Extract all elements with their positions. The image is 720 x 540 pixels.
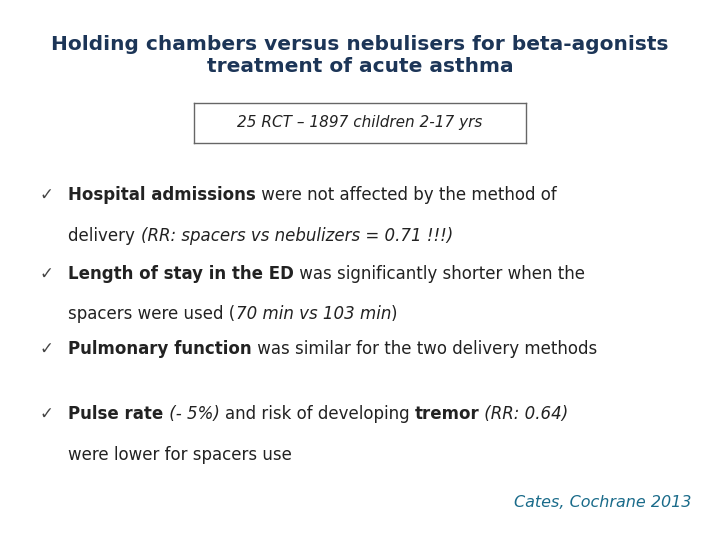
Text: Length of stay in the ED: Length of stay in the ED bbox=[68, 265, 294, 282]
Text: ✓: ✓ bbox=[40, 340, 53, 358]
Text: and risk of developing: and risk of developing bbox=[225, 405, 415, 423]
Text: Pulse rate: Pulse rate bbox=[68, 405, 163, 423]
Text: was similar for the two delivery methods: was similar for the two delivery methods bbox=[252, 340, 598, 358]
Text: (- 5%): (- 5%) bbox=[163, 405, 225, 423]
Text: spacers were used (: spacers were used ( bbox=[68, 305, 235, 323]
Text: Cates, Cochrane 2013: Cates, Cochrane 2013 bbox=[514, 495, 691, 510]
Text: ✓: ✓ bbox=[40, 405, 53, 423]
Text: ✓: ✓ bbox=[40, 186, 53, 204]
Text: were not affected by the method of: were not affected by the method of bbox=[256, 186, 557, 204]
Text: treatment of acute asthma: treatment of acute asthma bbox=[207, 57, 513, 76]
Text: Hospital admissions: Hospital admissions bbox=[68, 186, 256, 204]
Text: Holding chambers versus nebulisers for beta-agonists: Holding chambers versus nebulisers for b… bbox=[51, 35, 669, 54]
Text: Pulmonary function: Pulmonary function bbox=[68, 340, 252, 358]
Text: ✓: ✓ bbox=[40, 265, 53, 282]
Text: 70 min vs 103 min: 70 min vs 103 min bbox=[235, 305, 391, 323]
Text: delivery: delivery bbox=[68, 227, 140, 245]
Text: (RR: spacers vs nebulizers = 0.71 !!!): (RR: spacers vs nebulizers = 0.71 !!!) bbox=[140, 227, 453, 245]
Text: was significantly shorter when the: was significantly shorter when the bbox=[294, 265, 585, 282]
Text: ): ) bbox=[391, 305, 397, 323]
Text: 25 RCT – 1897 children 2-17 yrs: 25 RCT – 1897 children 2-17 yrs bbox=[238, 116, 482, 130]
Text: were lower for spacers use: were lower for spacers use bbox=[68, 446, 292, 463]
Text: tremor: tremor bbox=[415, 405, 480, 423]
Text: (RR: 0.64): (RR: 0.64) bbox=[480, 405, 569, 423]
